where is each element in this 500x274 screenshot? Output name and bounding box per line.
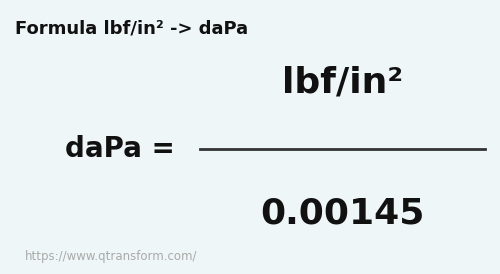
Text: https://www.qtransform.com/: https://www.qtransform.com/ [25, 250, 198, 263]
Text: 0.00145: 0.00145 [260, 197, 424, 231]
Text: daPa =: daPa = [65, 135, 175, 163]
Text: Formula lbf/in² -> daPa: Formula lbf/in² -> daPa [15, 19, 248, 37]
Text: lbf/in²: lbf/in² [282, 65, 403, 99]
